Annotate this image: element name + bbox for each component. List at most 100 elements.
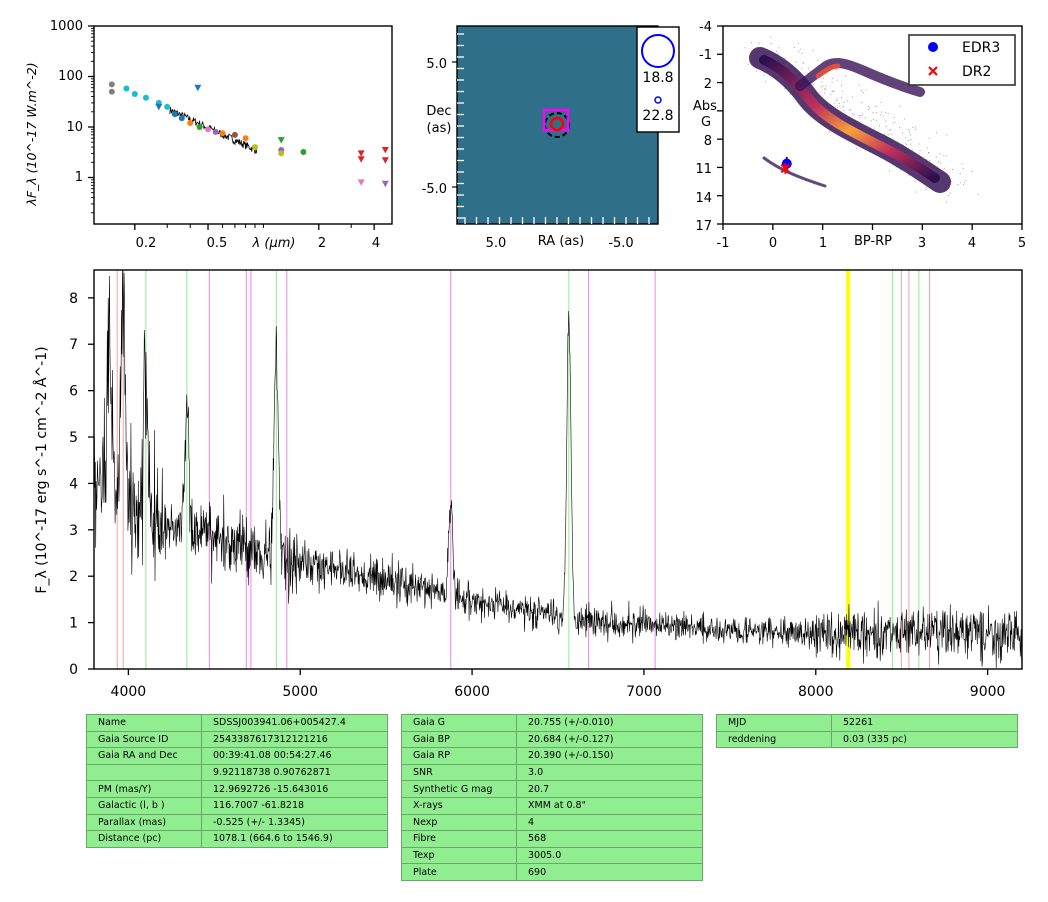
table-key: Gaia RA and Dec bbox=[86, 747, 202, 765]
hr-star bbox=[858, 84, 860, 86]
hr-star bbox=[888, 170, 890, 172]
table-key: Distance (pc) bbox=[86, 830, 202, 848]
hr-star bbox=[852, 96, 853, 98]
hr-star bbox=[962, 184, 964, 186]
hr-star bbox=[777, 53, 779, 55]
hr-star bbox=[833, 91, 835, 93]
table-key: Gaia BP bbox=[401, 730, 517, 749]
hr-star bbox=[864, 117, 866, 119]
hr-star bbox=[869, 107, 870, 109]
legend-small-circle bbox=[654, 96, 662, 104]
hr-star bbox=[929, 160, 931, 162]
hr-star bbox=[878, 125, 880, 127]
hr-star bbox=[940, 162, 942, 164]
hr-star bbox=[799, 48, 801, 50]
table-key: X-rays bbox=[401, 796, 517, 815]
hr-star bbox=[950, 181, 952, 183]
sed-upper-limit bbox=[194, 84, 202, 92]
sed-ytick-label: 1 bbox=[75, 170, 83, 185]
spectrum-xtick-label: 8000 bbox=[798, 684, 834, 700]
hr-star bbox=[850, 109, 852, 111]
hr-star bbox=[824, 89, 826, 91]
sky-image-plot: 18.8 22.8 5.0 -5.0 Dec (as) 5.0 -5.0 RA … bbox=[422, 25, 680, 251]
sed-ylabel: λF_λ (10^-17 W.m^-2) bbox=[24, 62, 39, 206]
table-value: 690 bbox=[516, 863, 703, 881]
table-value: 3.0 bbox=[516, 763, 703, 782]
hr-star bbox=[831, 81, 833, 83]
hr-star bbox=[861, 112, 863, 114]
hr-star bbox=[908, 139, 910, 141]
hr-star bbox=[784, 87, 786, 89]
hr-star bbox=[909, 131, 910, 133]
hr-star bbox=[918, 143, 920, 145]
sky-ytick-label: -5.0 bbox=[422, 182, 447, 197]
sed-ytick-label: 100 bbox=[58, 69, 83, 84]
sed-photometry-point bbox=[251, 144, 258, 151]
hr-star bbox=[865, 89, 867, 91]
hr-star bbox=[900, 169, 902, 171]
hr-ylabel: G bbox=[701, 115, 711, 130]
hr-star bbox=[961, 163, 963, 165]
spectrum-frame bbox=[93, 269, 1023, 670]
target-circle bbox=[549, 116, 565, 132]
hr-star bbox=[832, 78, 834, 80]
table-key: Gaia Source ID bbox=[86, 730, 202, 749]
table-value: 9.92118738 0.90762871 bbox=[201, 763, 388, 782]
sed-photometry-point bbox=[231, 131, 238, 138]
sky-xtick-label: -5.0 bbox=[608, 236, 633, 251]
hr-diagram-plot: EDR3 DR2 -4 -1 2 8 11 14 17 Abs G -1 0 1… bbox=[693, 20, 1026, 251]
sed-upper-limit bbox=[357, 156, 365, 163]
hr-star bbox=[763, 75, 765, 77]
hr-star bbox=[807, 72, 809, 74]
spectrum-xtick-label: 9000 bbox=[970, 684, 1006, 700]
table-value: 00:39:41.08 00:54:27.46 bbox=[201, 747, 388, 765]
hr-star bbox=[830, 93, 832, 95]
hr-star bbox=[882, 115, 884, 117]
hr-star bbox=[885, 125, 887, 127]
hr-star bbox=[928, 152, 929, 154]
hr-star bbox=[770, 43, 772, 44]
hr-star bbox=[853, 113, 855, 115]
hr-star bbox=[858, 115, 860, 117]
table-key: Fibre bbox=[401, 830, 517, 848]
hr-star bbox=[765, 81, 767, 83]
hr-star bbox=[915, 191, 917, 193]
hr-star bbox=[797, 43, 799, 45]
table-key bbox=[86, 763, 202, 782]
hr-star bbox=[902, 144, 904, 146]
sed-photometry-point bbox=[205, 126, 212, 133]
hr-xtick-label: 1 bbox=[819, 236, 827, 251]
hr-star bbox=[843, 102, 845, 103]
hr-star bbox=[842, 90, 844, 92]
hr-star bbox=[751, 42, 752, 44]
hr-star bbox=[971, 171, 973, 172]
legend-edr3-label: EDR3 bbox=[962, 40, 1000, 56]
sed-photometry-point bbox=[123, 85, 130, 92]
table-key: Gaia RP bbox=[401, 747, 517, 765]
table-key: Texp bbox=[401, 846, 517, 865]
spectrum-xtick-label: 4000 bbox=[111, 684, 147, 700]
hr-star bbox=[784, 57, 786, 59]
hr-star bbox=[848, 109, 850, 111]
hr-star bbox=[824, 88, 826, 89]
table-value: XMM at 0.8" bbox=[516, 796, 703, 815]
hr-star bbox=[959, 182, 961, 184]
hr-star bbox=[914, 126, 916, 128]
table-value: 1078.1 (664.6 to 1546.9) bbox=[201, 830, 388, 848]
hr-star bbox=[834, 102, 836, 104]
spectrum-ytick-label: 6 bbox=[69, 384, 78, 400]
spectrum-ylabel: F_λ (10^-17 erg s^-1 cm^-2 Å^-1) bbox=[33, 346, 50, 593]
sed-photometry-point bbox=[187, 120, 194, 127]
hr-star bbox=[812, 49, 814, 51]
table-row: reddening 0.03 (335 pc) bbox=[716, 730, 1018, 749]
hr-star bbox=[925, 186, 927, 188]
legend-small-label: 22.8 bbox=[642, 108, 673, 124]
hr-star bbox=[839, 105, 841, 107]
hr-star bbox=[965, 180, 967, 181]
table-value: 20.684 (+/-0.127) bbox=[516, 730, 703, 749]
hr-star bbox=[835, 99, 837, 101]
hr-star bbox=[836, 79, 838, 81]
spectrum-ytick-label: 2 bbox=[69, 569, 78, 585]
hr-ylabel: Abs bbox=[693, 99, 717, 114]
hr-xtick-label: 0 bbox=[769, 236, 777, 251]
